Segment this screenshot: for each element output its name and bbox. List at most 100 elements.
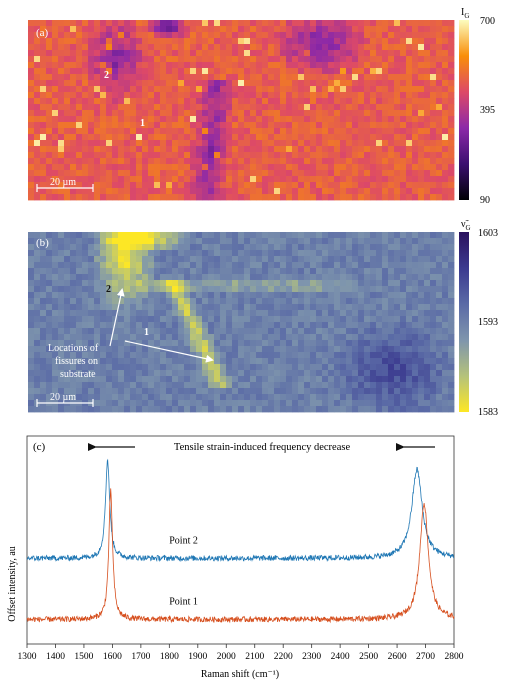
intensity-cell (376, 140, 383, 147)
intensity-cell (190, 188, 197, 195)
intensity-cell (382, 176, 389, 183)
frequency-cell (58, 310, 65, 317)
frequency-cell (196, 274, 203, 281)
frequency-cell (448, 280, 455, 287)
frequency-cell (280, 286, 287, 293)
frequency-cell (40, 256, 47, 263)
intensity-cell (340, 164, 347, 171)
intensity-cell (160, 86, 167, 93)
frequency-cell (346, 244, 353, 251)
frequency-cell (196, 358, 203, 365)
intensity-cell (226, 182, 233, 189)
frequency-cell (88, 274, 95, 281)
intensity-cell (256, 122, 263, 129)
intensity-cell (106, 182, 113, 189)
intensity-cell (322, 98, 329, 105)
frequency-cell (100, 292, 107, 299)
frequency-cell (76, 322, 83, 329)
intensity-cell (358, 38, 365, 45)
intensity-cell (394, 104, 401, 111)
frequency-cell (214, 382, 221, 389)
intensity-cell (322, 62, 329, 69)
frequency-cell (370, 346, 377, 353)
frequency-cell (400, 304, 407, 311)
intensity-cell (70, 194, 77, 201)
intensity-cell (172, 164, 179, 171)
intensity-cell (160, 152, 167, 159)
intensity-cell (316, 80, 323, 87)
intensity-cell (334, 98, 341, 105)
intensity-cell (388, 86, 395, 93)
frequency-cell (34, 268, 41, 275)
frequency-cell (424, 250, 431, 257)
intensity-cell (358, 116, 365, 123)
intensity-cell (322, 26, 329, 33)
intensity-cell (274, 128, 281, 135)
intensity-cell (358, 92, 365, 99)
intensity-cell (46, 98, 53, 105)
frequency-cell (310, 346, 317, 353)
intensity-cell (112, 98, 119, 105)
intensity-cell (178, 188, 185, 195)
intensity-cell (424, 50, 431, 57)
intensity-cell (178, 134, 185, 141)
frequency-cell (112, 238, 119, 245)
intensity-cell (394, 158, 401, 165)
intensity-cell (412, 20, 419, 27)
frequency-cell (70, 274, 77, 281)
frequency-cell (208, 322, 215, 329)
intensity-cell (418, 74, 425, 81)
frequency-cell (310, 310, 317, 317)
frequency-cell (136, 262, 143, 269)
frequency-cell (220, 376, 227, 383)
frequency-cell (382, 280, 389, 287)
frequency-cell (436, 250, 443, 257)
frequency-cell (142, 382, 149, 389)
frequency-cell (166, 232, 173, 239)
intensity-cell (184, 56, 191, 63)
frequency-cell (364, 358, 371, 365)
intensity-cell (124, 92, 131, 99)
intensity-cell (52, 38, 59, 45)
frequency-cell (394, 388, 401, 395)
frequency-cell (40, 388, 47, 395)
frequency-cell (130, 268, 137, 275)
intensity-cell (124, 170, 131, 177)
frequency-cell (82, 310, 89, 317)
intensity-cell (436, 110, 443, 117)
intensity-cell (142, 56, 149, 63)
intensity-cell (130, 116, 137, 123)
frequency-cell (208, 406, 215, 413)
frequency-cell (328, 280, 335, 287)
frequency-cell (190, 310, 197, 317)
intensity-cell (256, 134, 263, 141)
intensity-cell (112, 176, 119, 183)
intensity-cell (250, 104, 257, 111)
intensity-cell (442, 104, 449, 111)
intensity-cell (178, 158, 185, 165)
frequency-cell (424, 286, 431, 293)
intensity-cell (232, 32, 239, 39)
intensity-cell (184, 164, 191, 171)
intensity-cell (304, 68, 311, 75)
intensity-cell (64, 104, 71, 111)
frequency-cell (118, 256, 125, 263)
frequency-cell (172, 244, 179, 251)
intensity-cell (58, 164, 65, 171)
intensity-cell (298, 122, 305, 129)
intensity-cell (40, 170, 47, 177)
intensity-cell (352, 104, 359, 111)
intensity-cell (190, 62, 197, 69)
intensity-cell (346, 122, 353, 129)
frequency-cell (154, 298, 161, 305)
frequency-cell (286, 298, 293, 305)
frequency-cell (298, 292, 305, 299)
intensity-cell (376, 158, 383, 165)
frequency-cell (394, 286, 401, 293)
frequency-cell (52, 304, 59, 311)
frequency-cell (238, 376, 245, 383)
frequency-cell (142, 340, 149, 347)
intensity-cell (118, 68, 125, 75)
frequency-cell (64, 394, 71, 401)
intensity-cell (292, 56, 299, 63)
